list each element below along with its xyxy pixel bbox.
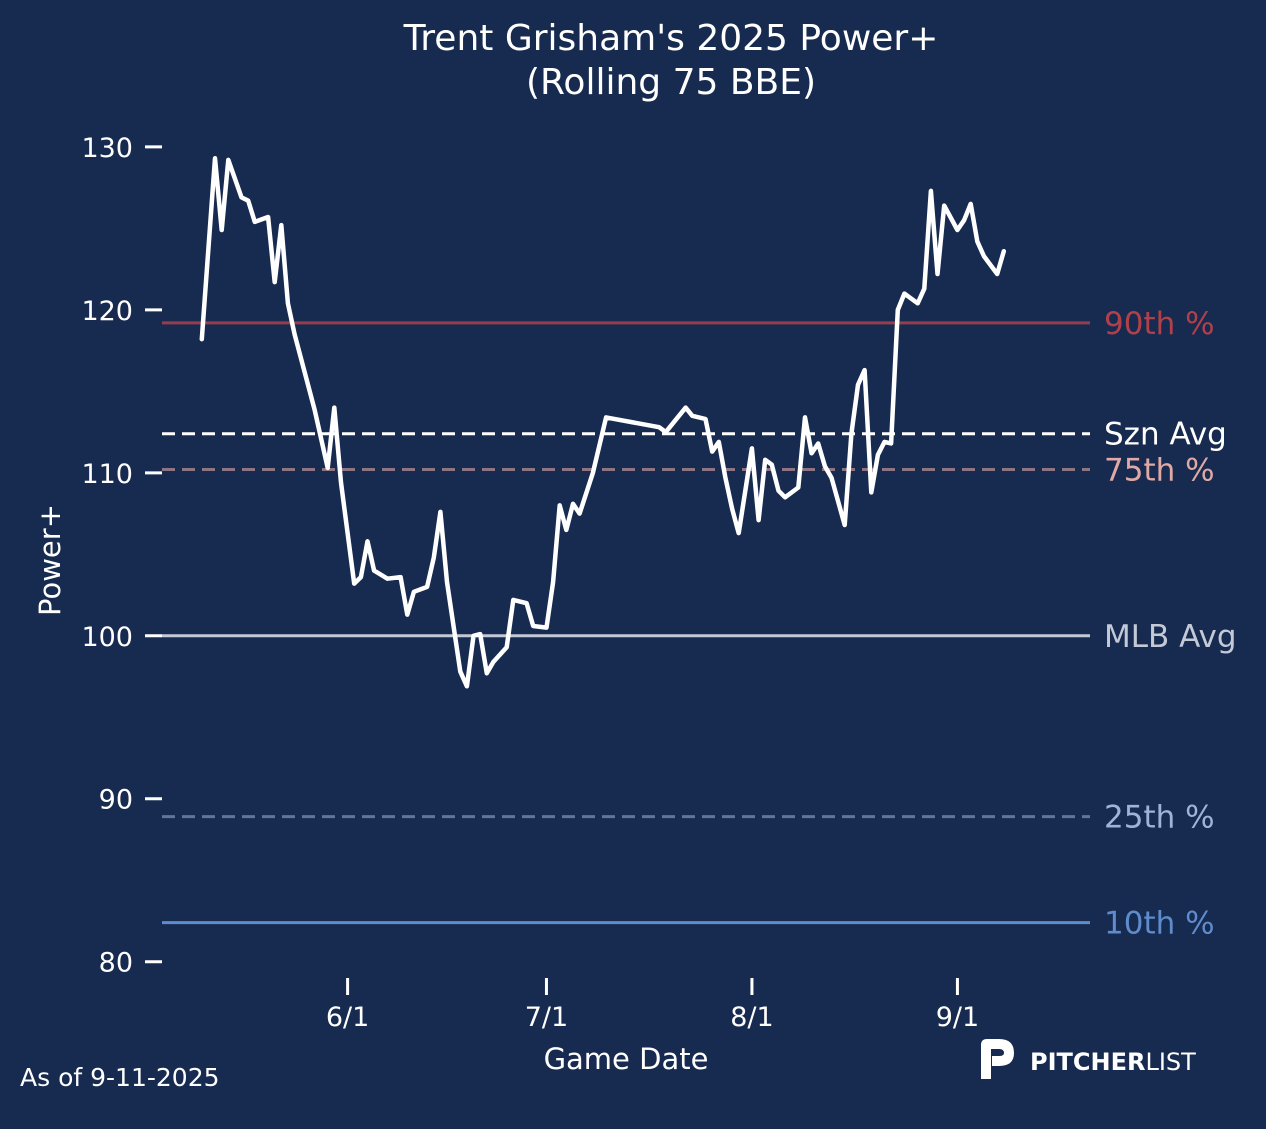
reference-label-szn_avg: Szn Avg xyxy=(1104,417,1227,453)
data-series xyxy=(199,156,1007,689)
y-tick-label: 80 xyxy=(99,948,133,979)
x-tick-label: 6/1 xyxy=(326,1002,369,1033)
x-axis-label: Game Date xyxy=(544,1042,709,1076)
y-tick-label: 130 xyxy=(81,133,133,164)
pitcherlist-logo: PITCHERLIST xyxy=(981,1039,1196,1079)
svg-text:PITCHERLIST: PITCHERLIST xyxy=(1030,1048,1196,1076)
y-tick-label: 110 xyxy=(81,459,133,490)
pitcherlist-brand-bold: PITCHER xyxy=(1030,1048,1145,1076)
chart-subtitle: (Rolling 75 BBE) xyxy=(526,62,816,103)
pitcherlist-brand-light: LIST xyxy=(1145,1048,1196,1076)
y-axis-label: Power+ xyxy=(33,504,67,616)
reference-label-p90: 90th % xyxy=(1104,306,1215,342)
x-tick-label: 9/1 xyxy=(936,1002,979,1033)
reference-label-p75: 75th % xyxy=(1104,453,1215,489)
pitcherlist-p-icon xyxy=(981,1039,1014,1079)
x-axis: 6/1 7/1 8/1 9/1 xyxy=(326,978,979,1033)
x-tick-label: 7/1 xyxy=(525,1002,568,1033)
y-axis: 80 90 100 110 120 130 xyxy=(81,133,162,979)
chart-title: Trent Grisham's 2025 Power+ xyxy=(403,18,939,59)
x-tick-label: 8/1 xyxy=(730,1002,773,1033)
y-tick-label: 90 xyxy=(99,785,133,816)
y-tick-label: 100 xyxy=(81,622,133,653)
reference-label-mlb_avg: MLB Avg xyxy=(1104,619,1237,655)
series-line-0 xyxy=(199,156,1007,689)
reference-label-p10: 10th % xyxy=(1104,906,1215,942)
as-of-date: As of 9-11-2025 xyxy=(20,1063,220,1092)
y-tick-label: 120 xyxy=(81,296,133,327)
reference-label-p25: 25th % xyxy=(1104,800,1215,836)
